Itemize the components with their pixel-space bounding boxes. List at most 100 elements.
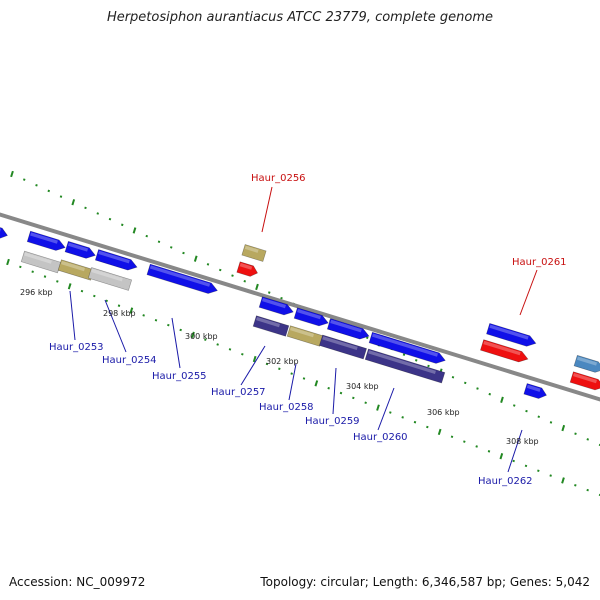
- scale-tick: [193, 255, 198, 262]
- map-title: Herpetosiphon aurantiacus ATCC 23779, co…: [106, 10, 494, 25]
- leader-line: [377, 387, 395, 431]
- scale-tick: [206, 263, 210, 266]
- scale-tick: [265, 362, 269, 366]
- scale-tick: [598, 443, 600, 447]
- gene-feature: [293, 307, 329, 327]
- scale-tick: [31, 270, 34, 273]
- scale-tick: [427, 364, 430, 368]
- scale-tick: [108, 217, 112, 221]
- scale-tick: [413, 420, 417, 424]
- gene-label: Haur_0257: [211, 387, 266, 398]
- gene-feature: [286, 325, 324, 347]
- leader-line: [507, 429, 523, 473]
- gene-feature: [20, 250, 62, 274]
- scale-tick: [132, 227, 137, 234]
- scale-tick: [574, 484, 577, 487]
- scale-tick: [402, 353, 406, 356]
- gene-feature: [236, 261, 258, 277]
- scale-tick: [191, 331, 195, 338]
- leader-line: [240, 345, 266, 386]
- gene-feature: [0, 222, 8, 239]
- kbp-label: 298 kbp: [103, 309, 136, 318]
- scale-tick: [414, 359, 418, 362]
- scale-tick: [255, 283, 259, 291]
- scale-tick: [167, 323, 170, 327]
- gene-feature: [146, 263, 218, 294]
- scale-tick: [525, 409, 528, 413]
- kbp-scale-labels: 296 kbp 298 kbp 300 kbp 302 kbp 304 kbp 306 k…: [20, 288, 539, 446]
- scale-tick: [524, 464, 528, 468]
- scale-tick: [499, 453, 504, 460]
- leader-line: [171, 317, 181, 369]
- scale-tick: [437, 428, 442, 436]
- gene-feature: [480, 339, 529, 363]
- kbp-label: 306 kbp: [427, 408, 460, 417]
- label-leader-lines: [69, 186, 538, 473]
- scale-tick: [231, 274, 234, 277]
- scale-tick: [476, 387, 479, 390]
- gene-label: Haur_0253: [49, 342, 104, 353]
- gene-feature: [26, 230, 66, 251]
- scale-tick: [129, 307, 134, 314]
- scale-tick: [290, 372, 293, 375]
- scale-tick: [561, 477, 565, 484]
- genome-summary-text: Topology: circular; Length: 6,346,587 bp…: [260, 575, 590, 589]
- scale-tick: [327, 386, 330, 390]
- scale-tick: [179, 328, 182, 332]
- scale-tick: [488, 392, 492, 396]
- scale-tick: [6, 258, 10, 266]
- scale-tick: [451, 375, 455, 379]
- kbp-label: 304 kbp: [346, 382, 379, 391]
- scale-tick: [10, 170, 14, 178]
- scale-tick: [549, 421, 553, 424]
- gene-feature: [523, 383, 547, 399]
- gene-label: Haur_0262: [478, 476, 533, 487]
- scale-tick: [401, 416, 404, 419]
- scale-tick: [339, 391, 343, 395]
- scale-tick: [35, 184, 38, 187]
- scale-tick: [204, 338, 207, 341]
- scale-tick: [487, 450, 491, 453]
- gene-feature: [241, 244, 267, 262]
- scale-tick: [241, 352, 244, 356]
- gene-feature: [326, 318, 370, 340]
- scale-tick: [364, 401, 367, 405]
- gene-feature: [364, 348, 446, 384]
- gene-feature: [319, 334, 367, 360]
- gene-feature: [569, 371, 600, 391]
- gene-feature: [258, 296, 294, 316]
- scale-tick: [365, 336, 369, 339]
- scale-tick: [154, 318, 158, 322]
- gene-feature: [57, 259, 95, 281]
- scale-tick: [426, 425, 429, 429]
- scale-tick: [182, 251, 185, 255]
- scale-tick: [537, 415, 541, 419]
- scale-tick: [84, 206, 87, 210]
- gene-label: Haur_0254: [102, 355, 157, 366]
- scale-tick: [500, 396, 504, 403]
- leader-line: [288, 363, 297, 401]
- gene-feature: [87, 267, 133, 291]
- scale-tick: [302, 377, 306, 380]
- scale-tick: [228, 348, 232, 351]
- scale-tick: [218, 268, 222, 272]
- leader-line: [332, 367, 337, 415]
- scale-tick: [96, 212, 100, 215]
- kbp-label: 296 kbp: [20, 288, 53, 297]
- scale-tick: [376, 404, 380, 411]
- gene-label: Haur_0256: [251, 173, 306, 184]
- scale-tick: [93, 294, 96, 298]
- gene-label: Haur_0255: [152, 371, 207, 382]
- scale-tick: [512, 459, 515, 463]
- kbp-label: 308 kbp: [506, 437, 539, 446]
- gene-feature: [486, 323, 537, 347]
- gene-feature: [94, 249, 138, 271]
- scale-tick: [389, 411, 392, 414]
- scale-tick: [267, 291, 271, 294]
- scale-tick: [145, 234, 149, 238]
- gene-label: Haur_0258: [259, 402, 314, 413]
- scale-tick: [586, 438, 590, 441]
- scale-tick: [19, 265, 22, 269]
- scale-tick: [56, 280, 59, 283]
